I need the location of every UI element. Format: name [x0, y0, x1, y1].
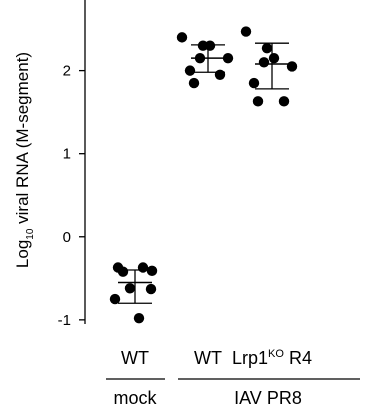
group-label: mock: [113, 388, 157, 408]
data-point: [117, 266, 129, 277]
data-point: [145, 283, 157, 295]
x-axis-labels: WT WT Lrp1KO R4 mock IAV PR8: [106, 348, 360, 408]
y-tick-label: -1: [58, 312, 71, 329]
data-series: [109, 26, 298, 324]
y-axis: -1 0 1 2: [58, 0, 86, 329]
y-axis-title-rest: viral RNA (M-segment): [13, 52, 32, 229]
y-axis-title: Log10 viral RNA (M-segment): [13, 52, 36, 268]
group-label: IAV PR8: [234, 388, 302, 408]
data-point: [278, 96, 290, 107]
data-point: [286, 61, 298, 72]
data-point: [184, 65, 196, 76]
data-point: [133, 312, 145, 324]
x-category-label: WT: [194, 348, 222, 368]
y-tick-label: 0: [63, 229, 71, 246]
data-point: [261, 42, 273, 54]
data-point: [204, 40, 216, 51]
y-axis-title-subscript: 10: [25, 228, 36, 240]
data-point: [146, 265, 158, 277]
data-point: [124, 283, 136, 294]
data-point: [258, 57, 270, 68]
y-tick-label: 2: [63, 63, 71, 80]
data-point: [137, 262, 149, 273]
data-point: [109, 293, 121, 305]
data-point: [252, 96, 264, 107]
data-point: [194, 52, 206, 64]
data-point: [240, 26, 252, 37]
data-point: [222, 52, 234, 64]
x-category-label: WT: [121, 348, 149, 368]
data-point: [188, 77, 200, 89]
data-point: [268, 52, 280, 64]
y-axis-title-base: Log: [13, 240, 32, 268]
y-tick-label: 1: [63, 146, 71, 163]
series-group: [240, 26, 298, 107]
data-point: [248, 77, 260, 89]
data-point: [176, 32, 188, 43]
data-point: [214, 69, 226, 80]
x-category-label: Lrp1KO R4: [232, 348, 312, 368]
series-group: [109, 262, 158, 324]
series-group: [176, 32, 234, 89]
